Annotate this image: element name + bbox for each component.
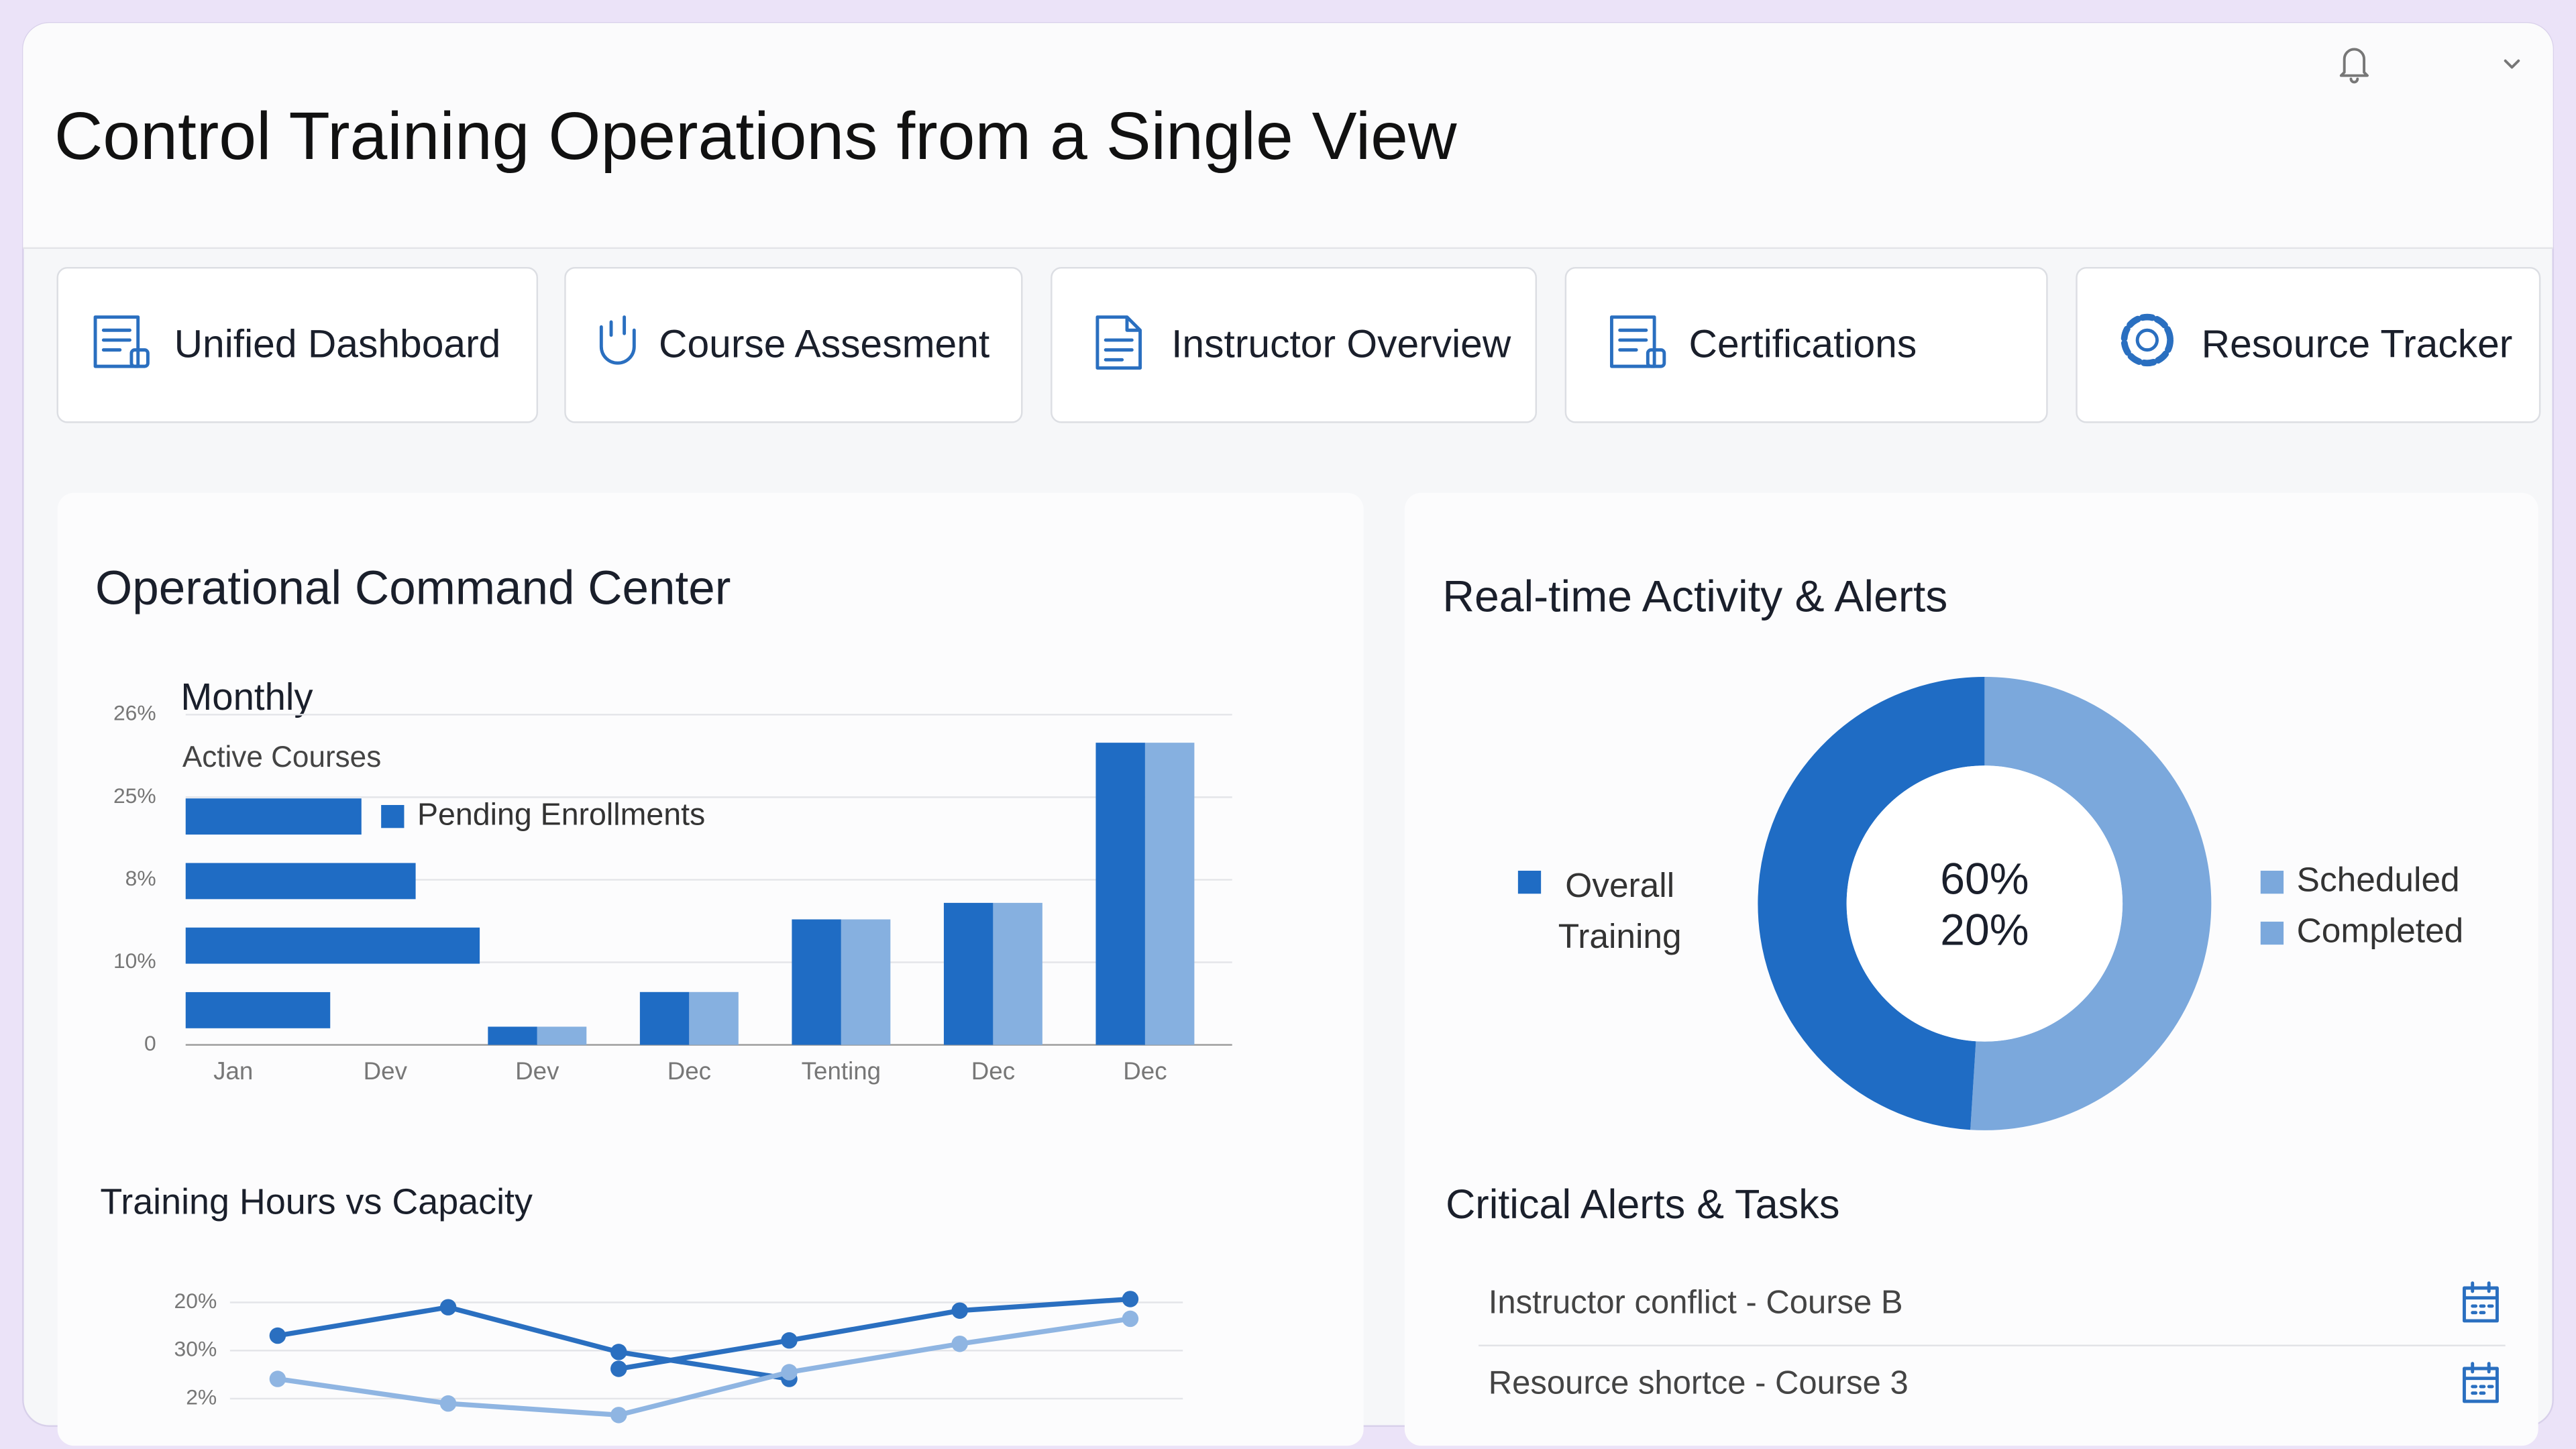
chart-subtitle: Active Courses — [182, 741, 381, 773]
nav-card[interactable] — [1051, 266, 1538, 423]
bar — [993, 902, 1042, 1045]
x-tick-label: Jan — [213, 1057, 253, 1085]
left-panel — [57, 492, 1364, 1446]
legend-label: Scheduled — [2297, 860, 2460, 899]
gear-icon — [2121, 313, 2174, 367]
line-point — [951, 1302, 968, 1319]
y-tick-label: 26% — [113, 701, 156, 725]
y-tick-label: 20% — [174, 1289, 217, 1313]
calendar-icon[interactable] — [2463, 1362, 2499, 1403]
panel-title: Operational Command Center — [95, 561, 731, 614]
line-series — [277, 1316, 1131, 1418]
line-point — [269, 1371, 286, 1387]
line-series — [277, 1304, 790, 1382]
gear-icon-hub — [2135, 328, 2159, 352]
bar — [943, 902, 994, 1045]
x-tick-label: Dec — [971, 1057, 1015, 1085]
hbar — [185, 798, 362, 835]
line-point — [781, 1364, 798, 1381]
page-title: Control Training Operations from a Singl… — [54, 99, 1457, 174]
nav-card[interactable] — [56, 266, 539, 423]
x-tick-label: Dec — [1123, 1057, 1167, 1085]
bar — [1144, 743, 1195, 1045]
hbar — [185, 991, 331, 1028]
nav-label[interactable]: Unified Dashboard — [174, 322, 501, 366]
nav-label[interactable]: Resource Tracker — [2202, 322, 2513, 366]
chart-title: Monthly — [180, 676, 313, 718]
chart-title: Training Hours vs Capacity — [100, 1181, 533, 1222]
legend-label: Pending Enrollments — [417, 796, 705, 831]
hbar — [185, 927, 480, 964]
line-point — [269, 1327, 286, 1344]
legend-label: Overall Training Status — [1558, 867, 1682, 957]
bell-icon[interactable] — [2339, 48, 2369, 84]
line-series — [618, 1296, 1131, 1372]
x-tick-label: Dev — [515, 1057, 559, 1085]
x-tick-label: Dec — [667, 1057, 711, 1085]
donut-segment — [1758, 676, 1986, 1130]
bar — [537, 1026, 587, 1045]
nav-cards: Unified Dashboard Course Assesment Instr… — [56, 266, 2541, 423]
line-point — [439, 1299, 457, 1316]
y-tick-label: 8% — [125, 866, 156, 890]
x-tick-label: Tenting — [802, 1057, 881, 1085]
bar — [689, 991, 739, 1045]
nav-label[interactable]: Course Assesment — [659, 322, 989, 366]
donut-hole — [1846, 765, 2123, 1042]
donut-center-label: 60% — [1940, 855, 2029, 904]
line-point — [1122, 1310, 1139, 1328]
nav-card[interactable] — [564, 266, 1023, 423]
header-bar — [23, 23, 2553, 248]
x-tick-label: Dev — [364, 1057, 408, 1085]
alert-item[interactable]: Resource shortce - Course 3 — [1489, 1364, 1909, 1401]
bar — [841, 919, 891, 1045]
bar — [792, 919, 841, 1045]
line-point — [951, 1335, 968, 1352]
overview-icon — [1095, 315, 1142, 370]
cert-icon-badge — [1646, 348, 1666, 368]
line-point — [781, 1332, 798, 1349]
calendar-icon[interactable] — [2463, 1281, 2499, 1323]
line-point — [610, 1407, 627, 1424]
bar — [488, 1026, 537, 1045]
legend-swatch — [381, 805, 405, 828]
bar — [639, 991, 690, 1045]
nav-card[interactable] — [2076, 266, 2541, 423]
line-point — [1122, 1291, 1139, 1307]
panel-title: Real-time Activity & Alerts — [1442, 572, 1947, 621]
bar — [1095, 743, 1145, 1045]
y-tick-label: 30% — [174, 1337, 217, 1361]
y-tick-label: 10% — [113, 949, 156, 973]
legend-swatch — [2260, 870, 2284, 894]
y-tick-label: 0 — [144, 1031, 156, 1055]
legend-label-box: Overall Training Status — [1558, 867, 1682, 957]
chevron-icon[interactable] — [2504, 59, 2520, 69]
line-point — [439, 1395, 457, 1412]
y-tick-label: 2% — [186, 1385, 217, 1409]
nav-label[interactable]: Certifications — [1689, 322, 1917, 366]
legend-label: Completed — [2297, 911, 2464, 950]
donut-center-label: 20% — [1940, 905, 2029, 955]
hbar — [185, 863, 416, 900]
line-point — [610, 1344, 627, 1360]
dashboard-icon-badge — [129, 348, 150, 368]
nav-card[interactable] — [1564, 266, 2048, 423]
section-title: Critical Alerts & Tasks — [1446, 1181, 1839, 1227]
alert-item[interactable]: Instructor conflict - Course B — [1489, 1284, 1903, 1320]
y-tick-label: 25% — [113, 784, 156, 808]
donut-segment — [1970, 676, 2212, 1130]
assessment-icon — [599, 315, 636, 365]
line-point — [610, 1360, 627, 1377]
legend-swatch — [2260, 921, 2284, 945]
legend-swatch — [1517, 870, 1542, 894]
nav-label[interactable]: Instructor Overview — [1171, 322, 1511, 366]
